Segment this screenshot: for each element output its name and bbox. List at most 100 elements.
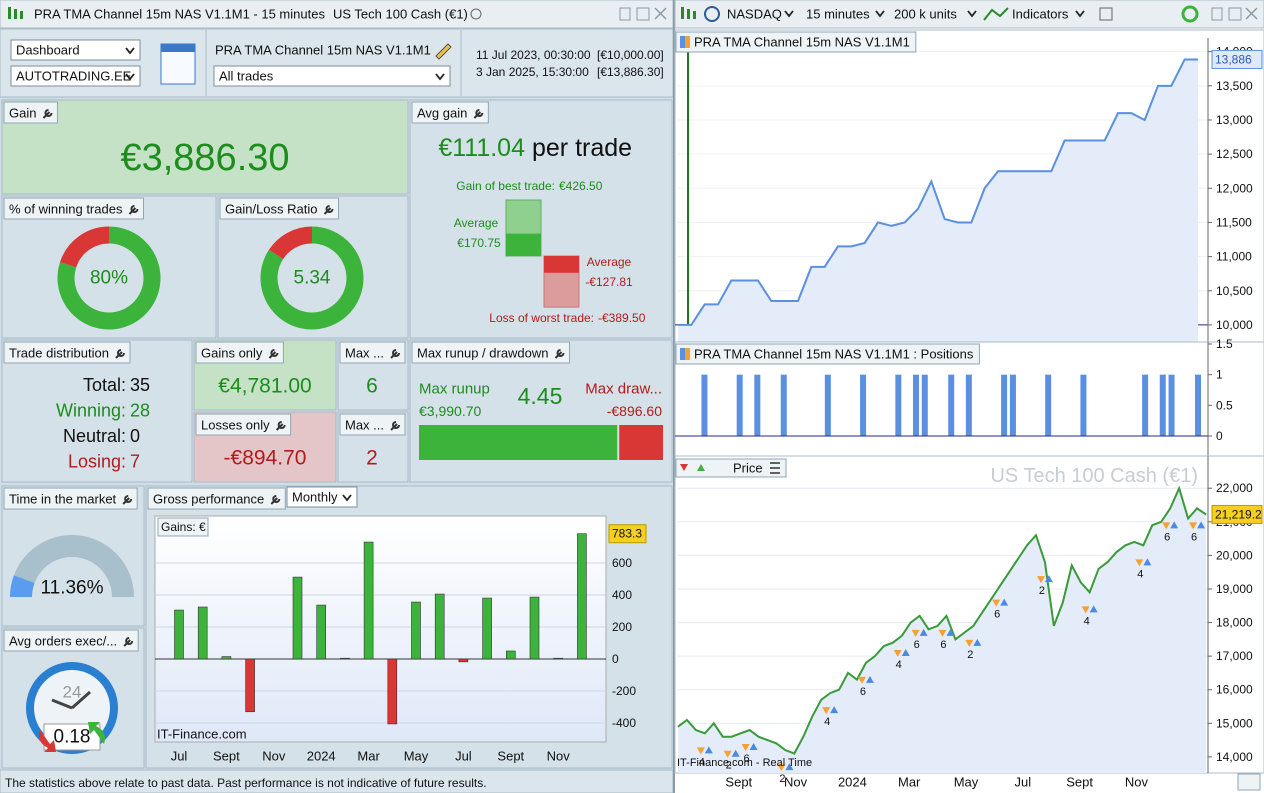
panel-title-box [195,341,284,364]
account-select-text: AUTOTRADING.EE [16,69,132,84]
toolbar [0,28,674,98]
trade-count: 4 [699,756,705,768]
entry-marker [1143,558,1152,566]
y-tick-label: 0 [612,652,619,666]
ratio-label: 5.34 [294,268,331,289]
last-value-box [608,524,647,544]
panel-title-box [147,487,286,510]
minimize-button[interactable] [619,7,631,21]
series-icon [680,36,685,48]
wrench-icon [270,495,281,505]
entry-marker [1044,575,1053,583]
price-source: IT-Finance.com - Real Time [677,757,812,769]
position-bar [701,374,708,436]
wrench-icon [323,205,334,215]
panel-title: Max ... [345,346,384,361]
trade-count: 4 [896,659,902,671]
y-tick-label: 12,500 [1216,147,1253,161]
menu-icon[interactable] [770,462,780,474]
edit-icon[interactable] [435,43,452,60]
trade-count: 2 [967,649,973,661]
panel-title-box [195,413,292,436]
winning-donut-loss [60,226,110,268]
distribution-value: 7 [130,452,140,472]
clock-hands [51,690,91,710]
maximize-button[interactable] [1228,7,1242,21]
panel-title: Time in the market [9,492,117,507]
series-icon [680,348,685,360]
entry-marker [830,706,839,714]
panel-title: PRA TMA Channel 15m NAS V1.1M1 : Positio… [694,347,974,362]
panel-title-box [339,341,406,364]
avg-win-caption: Average [454,216,499,230]
panel-title-box [3,341,131,364]
avg-gain-value: €111.04 [438,134,525,162]
view-select[interactable] [10,39,141,61]
close-button[interactable] [1245,7,1258,20]
period-select[interactable] [286,486,358,508]
month-bar [411,601,421,660]
dropdown-arrow [435,73,445,81]
strategy-name: PRA TMA Channel 15m NAS V1.1M1 [215,43,431,58]
app-icon [20,11,23,19]
entry-marker [731,749,740,757]
gain-panel [1,99,409,195]
month-bar [363,541,374,660]
distribution-label: Winning: [56,401,126,421]
distribution-panel [1,339,193,483]
maximize-button[interactable] [636,7,650,21]
exit-marker [1081,606,1090,614]
panel-title-box [3,197,144,220]
entry-marker [919,628,928,636]
position-bar [912,374,919,436]
equity-line [678,58,1198,326]
account-select[interactable] [10,65,141,87]
y-tick-label: 16,000 [1216,683,1253,697]
close-button[interactable] [654,7,667,20]
gains-tag-text: Gains: € [161,520,206,534]
panel-title-box [219,197,339,220]
x-tick-label: May [954,775,979,790]
avg-win-box [506,233,541,256]
trade-count: 6 [940,639,946,651]
trades-select[interactable] [213,65,451,87]
panel-title: Avg orders exec/... [9,634,117,649]
share-icon [470,8,482,20]
dropdown-arrow[interactable] [784,10,794,18]
exit-marker [1135,559,1144,567]
y-tick-label: -400 [612,716,636,730]
trade-count: 6 [744,753,750,765]
entry-marker [1089,605,1098,613]
panel-title: Max runup / drawdown [417,346,549,361]
exit-marker [1036,576,1045,584]
wrench-icon [122,495,133,505]
trade-count: 2 [726,760,732,772]
y-tick-label: 20,000 [1216,548,1253,562]
position-bar [1195,374,1201,436]
position-bar [1142,374,1149,436]
y-tick-label: 1.5 [1216,337,1233,351]
corner-icon[interactable] [1237,773,1261,791]
max-losses-value: 2 [366,447,378,470]
app-icon [693,11,696,19]
month-bar [505,650,516,660]
dropdown-arrow[interactable] [875,10,885,18]
toolbar-item: 200 k units [894,7,957,22]
runup-value: €3,990.70 [419,403,481,419]
position-bar [780,374,787,436]
winning-donut-win [57,226,161,330]
wrench-icon [42,109,53,119]
exit-marker [741,744,750,752]
x-tick-label: Jul [1014,775,1031,790]
settings-icon[interactable] [1099,7,1113,21]
y-tick-label: 22,000 [1216,481,1253,495]
runup-caption: Max runup [419,381,490,398]
month-bar [387,658,398,725]
dropdown-arrow[interactable] [1075,10,1085,18]
x-tick-label: Sept [213,749,240,764]
dropdown-arrow[interactable] [967,10,977,18]
position-bar [965,374,972,436]
best-value: €426.50 [559,179,603,193]
minimize-button[interactable] [1211,7,1223,21]
